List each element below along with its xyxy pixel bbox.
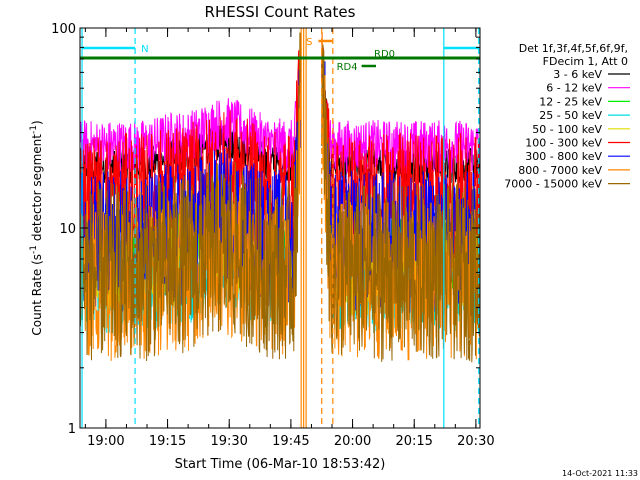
x-tick-label-1945: 19:45 — [272, 434, 309, 449]
legend-label-2: 6 - 12 keV — [546, 82, 602, 95]
legend-label-4: 25 - 50 keV — [539, 109, 602, 122]
legend-label-9: 7000 - 15000 keV — [504, 178, 602, 191]
legend-label-1: 3 - 6 keV — [553, 68, 602, 81]
legend-label-8: 800 - 7000 keV — [518, 164, 602, 177]
legend-label-3: 12 - 25 keV — [539, 95, 602, 108]
flag-bars: N S RD4 RD0 — [80, 37, 480, 73]
y-tick-label-100: 100 — [51, 22, 76, 37]
flag-label-n: N — [141, 44, 148, 55]
legend-header-1: Det 1f,3f,4f,5f,6f,9f, — [519, 42, 628, 55]
flag-label-rd4: RD4 — [337, 62, 358, 73]
y-tick-label-1: 1 — [68, 422, 76, 437]
x-tick-label-2015: 20:15 — [395, 434, 432, 449]
y-label-part: Count Rate (s — [30, 254, 44, 336]
legend-label-6: 100 - 300 keV — [525, 137, 602, 150]
y-label-part: detector segment — [30, 134, 44, 245]
series-line-9 — [79, 32, 481, 363]
x-tick-label-1915: 19:15 — [149, 434, 186, 449]
axes: 1 10 100 19:00 19:15 19:30 19:45 20:00 20:15 20:3… — [51, 22, 494, 449]
flag-label-s: S — [306, 37, 312, 48]
legend-header-2: FDecim 1, Att 0 — [543, 55, 628, 68]
x-tick-label-2000: 20:00 — [334, 434, 371, 449]
flag-label-rd0: RD0 — [374, 49, 395, 60]
timestamp: 14-Oct-2021 11:33 — [562, 469, 638, 478]
y-label-exp: -1 — [29, 125, 39, 134]
legend-label-5: 50 - 100 keV — [532, 123, 602, 136]
y-tick-label-10: 10 — [59, 222, 76, 237]
x-tick-label-2030: 20:30 — [457, 434, 494, 449]
x-tick-label-1900: 19:00 — [87, 434, 124, 449]
y-label-exp: -1 — [29, 245, 39, 254]
series-curves — [79, 32, 481, 363]
x-axis-label: Start Time (06-Mar-10 18:53:42) — [175, 457, 386, 472]
y-axis-label: Count Rate (s-1 detector segment-1) — [29, 120, 44, 335]
chart-title: RHESSI Count Rates — [205, 3, 356, 21]
x-tick-label-1930: 19:30 — [210, 434, 247, 449]
y-label-part: ) — [30, 120, 44, 125]
legend: Det 1f,3f,4f,5f,6f,9f,FDecim 1, Att 03 -… — [504, 42, 630, 191]
legend-label-7: 300 - 800 keV — [525, 150, 602, 163]
